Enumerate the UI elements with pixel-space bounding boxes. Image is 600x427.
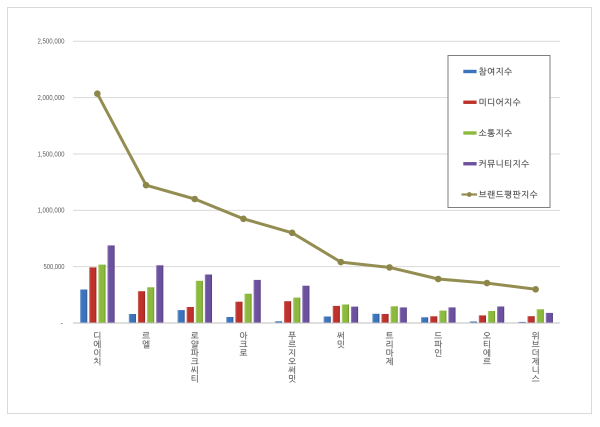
svg-text:1,000,000: 1,000,000 [38, 208, 65, 215]
svg-text:-: - [61, 320, 64, 327]
svg-text:2,500,000: 2,500,000 [38, 39, 65, 46]
svg-text:2,000,000: 2,000,000 [38, 95, 65, 102]
svg-text:500,000: 500,000 [44, 264, 65, 271]
svg-text:1,500,000: 1,500,000 [38, 151, 65, 158]
